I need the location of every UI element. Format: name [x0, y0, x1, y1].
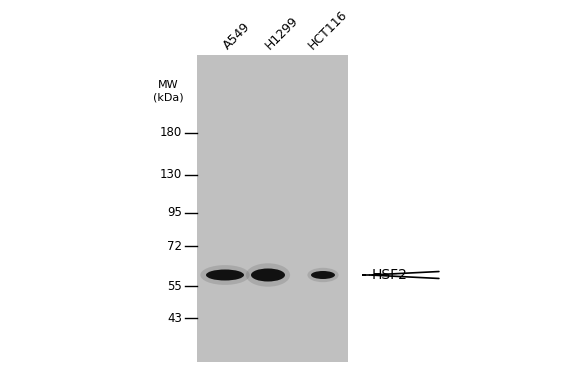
- Ellipse shape: [311, 271, 335, 279]
- Ellipse shape: [206, 270, 244, 280]
- Text: H1299: H1299: [263, 14, 301, 52]
- Ellipse shape: [307, 268, 339, 282]
- Text: 95: 95: [167, 206, 182, 220]
- Ellipse shape: [200, 265, 250, 285]
- Text: MW
(kDa): MW (kDa): [152, 80, 183, 102]
- Ellipse shape: [246, 263, 290, 287]
- Bar: [197, 55, 348, 362]
- Text: 43: 43: [167, 311, 182, 324]
- Text: 72: 72: [167, 240, 182, 253]
- Text: HSF2: HSF2: [372, 268, 408, 282]
- Text: 55: 55: [167, 279, 182, 293]
- Text: HCT116: HCT116: [306, 8, 350, 52]
- Text: A549: A549: [221, 20, 253, 52]
- Ellipse shape: [251, 268, 285, 282]
- Text: 180: 180: [159, 127, 182, 139]
- Text: 130: 130: [159, 169, 182, 181]
